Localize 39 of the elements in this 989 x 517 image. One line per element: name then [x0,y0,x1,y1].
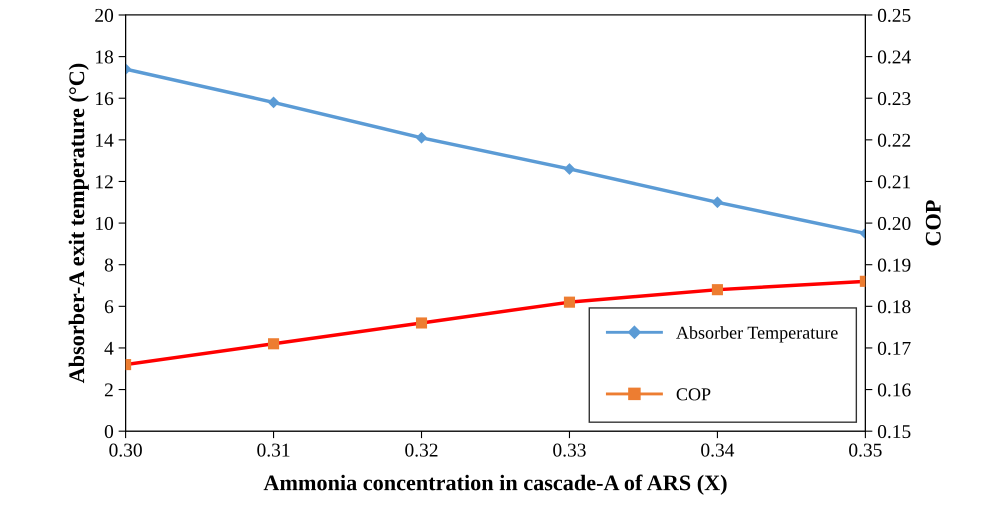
y-tick-label: 20 [95,8,114,22]
y-axis-title: Absorber-A exit temperature (°C) [68,64,89,384]
point [416,132,428,144]
y-tick-label: 18 [96,50,114,64]
y2-tick-label: 0.21 [878,175,910,188]
y2-tick-label: 0.17 [878,342,911,355]
y2-axis-title: COP [926,200,941,246]
y-tick-label: 12 [96,175,113,188]
y2-tick-label: 0.24 [878,50,911,64]
y2-tick-label: 0.20 [878,216,910,230]
y-tick-label: 2 [104,383,113,396]
point [712,284,723,296]
x-tick-label: 0.34 [701,444,734,457]
y-tick-label: 14 [96,134,114,147]
y-tick-label: 8 [104,258,114,272]
x-tick-label: 0.32 [405,444,438,457]
legend-label: Absorber Temperature [676,326,838,342]
y2-tick-label: 0.23 [878,92,910,106]
x-tick-label: 0.30 [109,444,142,457]
point [564,296,576,308]
x-tick-label: 0.35 [849,444,882,457]
x-tick-label: 0.31 [257,444,290,457]
y-tick-label: 4 [104,342,114,355]
y2-tick-label: 0.18 [878,300,910,314]
y-tick-label: 16 [96,92,114,106]
y-tick-label: 6 [104,300,114,314]
point [416,317,428,329]
y-tick-label: 10 [96,216,114,230]
y2-tick-label: 0.15 [878,424,910,438]
x-tick-label: 0.33 [553,444,586,457]
y-tick-label: 0 [104,424,114,438]
legend-label: COP [676,388,710,400]
x-axis-title: Ammonia concentration in cascade-A of ARS (X) [264,474,727,495]
y2-tick-label: 0.16 [878,383,911,397]
point [268,338,280,350]
y2-tick-label: 0.22 [878,134,910,147]
point [564,163,576,175]
y2-tick-label: 0.25 [878,8,910,22]
y2-tick-label: 0.19 [878,258,910,272]
